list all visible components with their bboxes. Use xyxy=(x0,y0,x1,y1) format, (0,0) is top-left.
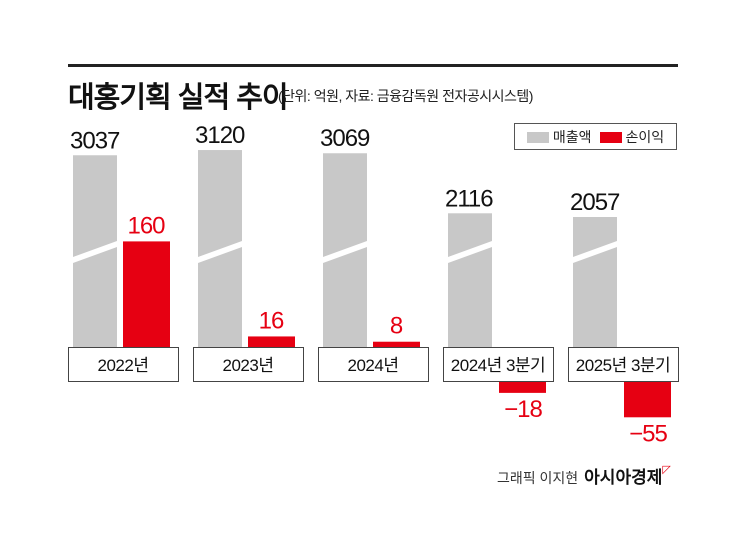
label-profit: −55 xyxy=(629,420,667,447)
top-rule xyxy=(68,64,678,67)
label-profit: −18 xyxy=(504,396,542,423)
category-box xyxy=(193,347,304,382)
category-box xyxy=(68,347,179,382)
bar-profit xyxy=(123,241,170,347)
category-box xyxy=(443,347,554,382)
chart-subtitle: (단위: 억원, 자료: 금융감독원 전자공시시스템) xyxy=(278,88,533,104)
credit: 그래픽 이지현 아시아경제◸ xyxy=(497,463,671,488)
legend-label: 손이익 xyxy=(625,128,665,145)
legend-swatch xyxy=(526,132,549,144)
label-revenue: 2057 xyxy=(570,189,620,216)
bar-profit xyxy=(373,341,420,347)
bar-profit xyxy=(624,381,671,418)
chart-title: 대홍기획 실적 추이 xyxy=(68,82,289,114)
axis-break xyxy=(198,241,242,263)
category-label: 2024년 xyxy=(348,356,399,375)
legend-item-revenue: 매출액 xyxy=(526,127,592,147)
brand-logo: 아시아경제 xyxy=(584,468,663,487)
label-revenue: 3120 xyxy=(195,122,245,149)
axis-break xyxy=(448,241,492,263)
category-label: 2023년 xyxy=(223,356,274,375)
category-label: 2022년 xyxy=(98,356,149,375)
bar-profit xyxy=(248,336,295,347)
brand-mark-icon: ◸ xyxy=(662,464,671,476)
category-label: 2024년 3분기 xyxy=(451,356,545,375)
label-profit: 160 xyxy=(127,212,165,239)
axis-break xyxy=(573,241,617,263)
label-revenue: 3069 xyxy=(320,125,370,152)
legend-label: 매출액 xyxy=(552,128,592,145)
bar-revenue xyxy=(573,217,617,347)
category-label: 2025년 3분기 xyxy=(576,356,670,375)
label-profit: 16 xyxy=(259,307,284,334)
label-revenue: 3037 xyxy=(70,127,120,154)
axis-break xyxy=(323,241,367,263)
legend-item-profit: 손이익 xyxy=(599,127,665,147)
legend: 매출액 손이익 xyxy=(514,123,677,150)
legend-swatch xyxy=(599,132,622,144)
credit-text: 그래픽 이지현 xyxy=(497,470,579,486)
category-box xyxy=(568,347,679,382)
bar-profit xyxy=(499,381,546,393)
axis-break xyxy=(73,241,117,263)
bar-revenue xyxy=(448,213,492,347)
label-profit: 8 xyxy=(390,313,403,340)
label-revenue: 2116 xyxy=(445,185,493,212)
category-box xyxy=(318,347,429,382)
